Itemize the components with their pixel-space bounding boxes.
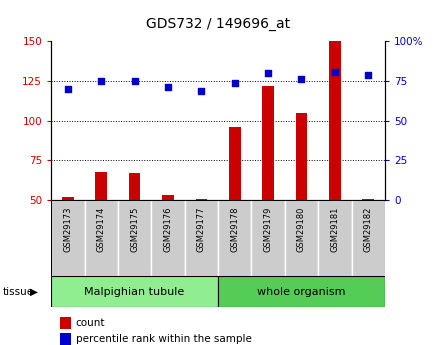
Text: tissue: tissue — [2, 287, 33, 296]
Bar — [51, 276, 218, 307]
Text: count: count — [76, 318, 105, 328]
Bar — [251, 200, 285, 276]
Bar — [329, 41, 341, 200]
Point — [332, 69, 339, 74]
Text: GSM29177: GSM29177 — [197, 206, 206, 252]
Text: GSM29180: GSM29180 — [297, 206, 306, 252]
Bar — [362, 198, 374, 200]
Text: GDS732 / 149696_at: GDS732 / 149696_at — [146, 17, 290, 31]
Bar — [262, 86, 274, 200]
Bar — [162, 195, 174, 200]
Text: GSM29178: GSM29178 — [230, 206, 239, 252]
Point — [131, 78, 138, 84]
Point — [198, 88, 205, 93]
Bar — [318, 200, 352, 276]
Bar — [118, 200, 151, 276]
Text: GSM29181: GSM29181 — [330, 206, 340, 252]
Bar — [295, 113, 307, 200]
Bar — [352, 200, 385, 276]
Text: GSM29173: GSM29173 — [63, 206, 73, 252]
Text: Malpighian tubule: Malpighian tubule — [85, 287, 185, 296]
Text: GSM29179: GSM29179 — [263, 206, 273, 252]
Point — [231, 80, 239, 86]
Bar — [229, 127, 241, 200]
Bar — [85, 200, 118, 276]
Point — [98, 78, 105, 84]
Bar — [151, 200, 185, 276]
Bar — [62, 197, 74, 200]
Text: GSM29174: GSM29174 — [97, 206, 106, 252]
Text: ▶: ▶ — [30, 287, 38, 296]
Bar — [95, 171, 107, 200]
Point — [365, 72, 372, 78]
Point — [165, 85, 172, 90]
Bar — [129, 173, 141, 200]
Bar — [185, 200, 218, 276]
Point — [265, 70, 272, 76]
Text: GSM29176: GSM29176 — [163, 206, 173, 252]
Bar — [218, 200, 251, 276]
Bar — [285, 200, 318, 276]
Bar — [218, 276, 385, 307]
Bar — [195, 198, 207, 200]
Text: whole organism: whole organism — [257, 287, 346, 296]
Text: percentile rank within the sample: percentile rank within the sample — [76, 334, 251, 344]
Text: GSM29175: GSM29175 — [130, 206, 139, 252]
Bar — [51, 200, 85, 276]
Text: GSM29182: GSM29182 — [364, 206, 373, 252]
Point — [298, 77, 305, 82]
Point — [65, 86, 72, 92]
